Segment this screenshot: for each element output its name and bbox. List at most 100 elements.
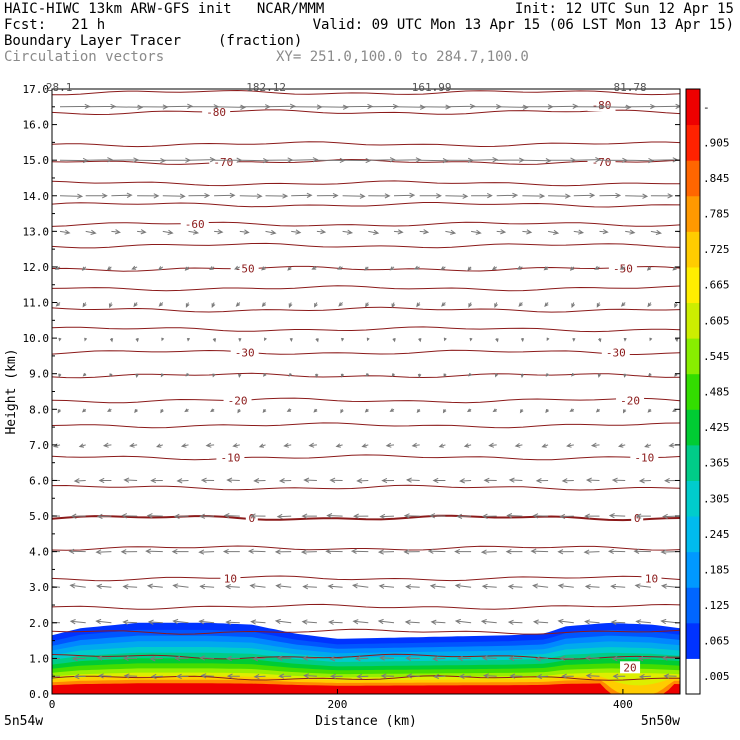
wind-vector [184, 408, 189, 413]
wind-vector [95, 549, 112, 555]
wind-vector [454, 618, 472, 625]
wind-vector [532, 513, 549, 519]
header-init-time: Init: 12 UTC Sun 12 Apr 15 [514, 1, 734, 17]
wind-vector [520, 338, 525, 343]
wind-vector [185, 302, 190, 308]
isotherm-label-bg [630, 451, 659, 464]
wind-vector [483, 477, 497, 483]
wind-vector [433, 673, 446, 680]
wind-vector [585, 673, 600, 679]
isotherm-label: 20 [623, 661, 636, 674]
colorbar-label: .125 [703, 599, 730, 612]
field-name: Boundary Layer Tracer [4, 33, 182, 49]
wind-vector [536, 673, 549, 680]
wind-vector [569, 266, 575, 271]
terrain-height-label: 161.99 [412, 81, 452, 94]
wind-vector [488, 442, 497, 448]
wind-vector [584, 584, 600, 590]
colorbar-label: .725 [703, 243, 730, 256]
wind-vector [491, 266, 497, 271]
wind-vector [161, 337, 165, 342]
isotherm-label-bg [230, 262, 259, 275]
wind-vector [380, 673, 395, 679]
wind-vector [171, 548, 189, 555]
wind-vector [265, 103, 296, 109]
wind-vector [225, 655, 240, 662]
wind-vector [68, 548, 86, 555]
y-tick-label: 10.0 [23, 332, 50, 345]
wind-vector [611, 477, 626, 483]
wind-vector [364, 266, 369, 271]
colorbar-label: .845 [703, 172, 730, 185]
wind-vector [443, 373, 447, 378]
wind-vector [351, 583, 369, 589]
colorbar-swatch [686, 231, 700, 268]
wind-vector [188, 192, 211, 199]
wind-vector [543, 266, 549, 271]
wind-vector [532, 583, 549, 589]
wind-vector [647, 372, 652, 377]
wind-vector [429, 513, 446, 519]
isotherm [51, 326, 681, 333]
wind-vector [379, 513, 395, 520]
wind-vector [54, 265, 61, 270]
wind-vector [584, 619, 600, 625]
wind-vector [635, 513, 651, 519]
wind-vector [275, 583, 292, 589]
wind-vector [335, 443, 343, 448]
wind-vector [509, 673, 523, 679]
wind-vector [52, 550, 61, 553]
wind-vector [265, 193, 289, 199]
wind-vector [52, 443, 61, 448]
wind-vector [185, 372, 190, 377]
wind-vector [416, 302, 421, 308]
wind-vector [664, 477, 677, 484]
wind-vector [561, 673, 574, 679]
wind-vector [337, 265, 343, 270]
wind-vector [660, 618, 677, 625]
isotherm-label-bg [230, 346, 259, 359]
y-tick-label: 7.0 [29, 439, 49, 452]
wind-vector [287, 266, 292, 271]
colorbar-swatch [686, 444, 700, 481]
isotherm-label: 0 [634, 512, 641, 525]
wind-vector [108, 302, 113, 309]
wind-vector [610, 619, 626, 625]
isotherm [51, 675, 681, 681]
wind-vector [328, 619, 343, 625]
wind-vector [467, 266, 472, 271]
wind-vector [258, 443, 266, 448]
wind-vector [85, 229, 97, 235]
wind-vector [198, 549, 215, 555]
wind-vector [265, 229, 277, 235]
wind-vector [404, 619, 420, 625]
isotherm [51, 158, 681, 165]
isotherm [51, 422, 681, 429]
wind-vector [262, 373, 267, 377]
colorbar-swatch [686, 266, 700, 304]
wind-vector [102, 442, 112, 448]
isotherm-label-bg [601, 346, 630, 359]
wind-vector [325, 548, 343, 554]
wind-vector [573, 229, 585, 235]
wind-vector [135, 373, 139, 379]
wind-vector [572, 338, 576, 342]
wind-vector [597, 373, 601, 378]
wind-vector [573, 157, 602, 163]
wind-vector [288, 373, 293, 377]
isotherm-label-bg [616, 394, 645, 407]
cross-section-endpoints: XY= 251.0,100.0 to 284.7,100.0 [276, 49, 529, 65]
wind-vector [301, 513, 317, 519]
colorbar-swatch [686, 516, 700, 553]
wind-vector [121, 513, 138, 519]
colorbar-swatch [686, 587, 700, 624]
colorbar-frame [685, 88, 701, 695]
wind-vector [123, 673, 138, 679]
wind-vector [71, 655, 86, 662]
wind-vector [286, 408, 292, 412]
wind-vector [443, 337, 447, 342]
wind-vector [52, 586, 61, 588]
wind-vector [508, 477, 523, 483]
wind-vector [619, 265, 626, 270]
wind-vector [302, 655, 317, 661]
